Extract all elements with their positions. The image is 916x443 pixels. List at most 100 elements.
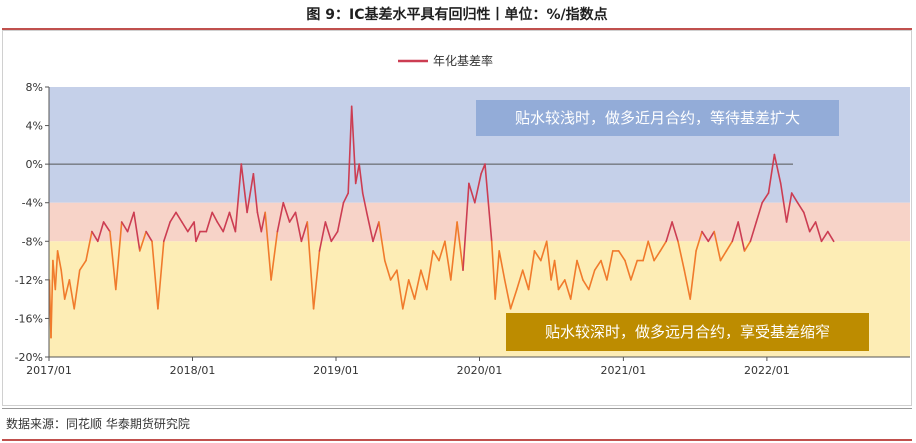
series-segment <box>796 201 805 214</box>
series-segment <box>665 221 673 243</box>
series-segment <box>222 211 231 233</box>
series-segment <box>115 221 123 291</box>
annotation-top-text: 贴水较浅时，做多近月合约，等待基差扩大 <box>515 109 800 127</box>
series-segment <box>318 221 327 252</box>
series-segment <box>246 173 255 214</box>
series-segment <box>256 211 263 233</box>
series-segment <box>707 230 716 243</box>
series-segment <box>240 163 248 214</box>
series-segment <box>550 259 556 281</box>
series-segment <box>677 240 686 271</box>
series-segment <box>755 201 764 223</box>
series-segment <box>468 182 476 204</box>
x-tick-label: 2018/01 <box>170 364 216 377</box>
series-segment <box>252 173 259 214</box>
series-segment <box>498 250 506 281</box>
y-tick-label: -20% <box>15 351 43 364</box>
series-segment <box>97 221 105 243</box>
y-tick-label: 8% <box>26 81 43 94</box>
series-segment <box>576 259 584 281</box>
series-segment <box>563 279 572 300</box>
series-segment <box>330 230 339 243</box>
series-segment <box>336 201 345 233</box>
x-tick-label: 2022/01 <box>744 364 790 377</box>
series-segment <box>102 221 111 233</box>
series-segment <box>401 279 410 310</box>
series-group <box>48 105 835 339</box>
series-segment <box>494 250 501 300</box>
series-segment <box>725 240 734 252</box>
series-segment <box>264 211 272 281</box>
annotation-bottom-text: 贴水较深时，做多远月合约，享受基差缩窄 <box>545 323 830 341</box>
series-segment <box>545 240 552 281</box>
series-segment <box>365 211 374 243</box>
series-segment <box>216 221 224 233</box>
series-segment <box>396 269 404 310</box>
series-segment <box>743 240 752 252</box>
y-axis: 8% 4% 0% -4% -8% -12% -16% -20% <box>15 81 50 364</box>
series-segment <box>630 259 639 281</box>
series-segment <box>593 259 602 271</box>
y-tick-label: 4% <box>26 120 43 133</box>
series-segment <box>234 163 243 233</box>
y-tick-label: -8% <box>22 235 43 248</box>
series-segment <box>490 240 497 300</box>
series-segment <box>515 269 524 291</box>
series-segment <box>701 230 710 243</box>
series-segment <box>737 221 746 252</box>
series-segment <box>294 211 303 243</box>
series-segment <box>169 211 177 223</box>
series-segment <box>527 250 536 291</box>
series-segment <box>85 230 93 262</box>
series-segment <box>617 250 626 262</box>
series-segment <box>719 250 728 262</box>
annotation-bottom: 贴水较深时，做多远月合约，享受基差缩窄 <box>506 313 869 351</box>
annotation-top: 贴水较浅时，做多近月合约，等待基差扩大 <box>476 100 839 136</box>
series-segment <box>193 221 197 243</box>
series-segment <box>358 163 364 194</box>
series-segment <box>288 211 297 223</box>
series-segment <box>342 192 350 204</box>
series-segment <box>456 221 464 271</box>
series-segment <box>63 279 71 300</box>
series-segment <box>473 173 482 204</box>
series-segment <box>228 211 237 233</box>
series-segment <box>324 221 333 243</box>
series-segment <box>54 250 59 291</box>
series-segment <box>157 240 165 310</box>
x-tick-label: 2020/01 <box>457 364 503 377</box>
series-segment <box>312 250 321 310</box>
series-segment <box>50 259 54 339</box>
series-segment <box>181 221 189 233</box>
series-segment <box>425 250 434 291</box>
series-segment <box>78 259 87 271</box>
series-segment <box>187 221 195 233</box>
series-segment <box>820 230 829 243</box>
series-segment <box>276 201 285 233</box>
series-segment <box>689 250 697 300</box>
series-segment <box>145 230 153 243</box>
series-segment <box>624 259 632 281</box>
series-segment <box>569 259 578 300</box>
series-segment <box>503 279 512 310</box>
series-segment <box>361 192 368 214</box>
legend: 年化基差率 <box>398 53 493 68</box>
series-segment <box>767 153 776 194</box>
series-segment <box>151 240 159 310</box>
series-segment <box>539 240 548 262</box>
series-segment <box>432 250 440 262</box>
y-tick-label: 0% <box>26 158 43 171</box>
series-segment <box>582 279 590 291</box>
series-segment <box>438 240 446 262</box>
series-segment <box>420 269 428 291</box>
series-segment <box>73 269 81 310</box>
x-tick-label: 2021/01 <box>601 364 647 377</box>
series-segment <box>372 221 380 243</box>
series-segment <box>671 221 679 243</box>
series-segment <box>647 240 655 262</box>
series-segment <box>749 221 758 243</box>
series-segment <box>133 211 141 252</box>
series-segment <box>120 221 129 233</box>
series-segment <box>389 269 398 281</box>
